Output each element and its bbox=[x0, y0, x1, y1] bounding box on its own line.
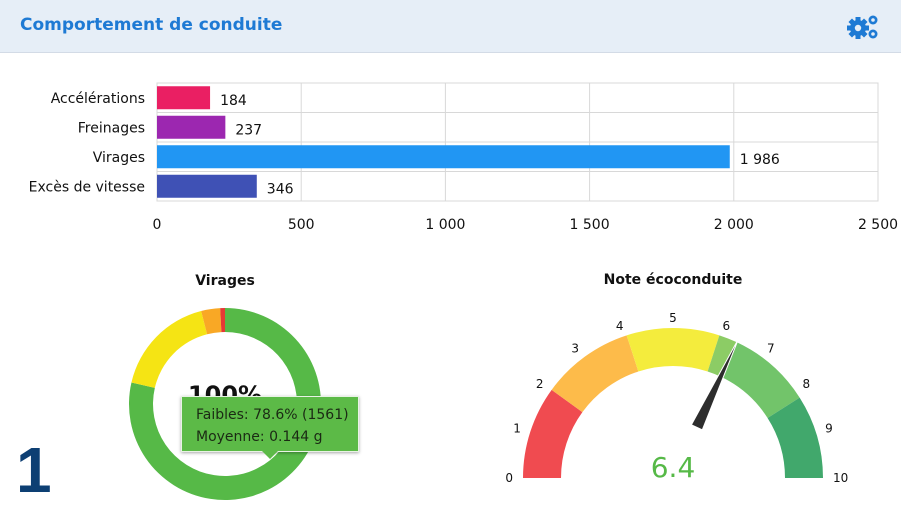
gauge-band bbox=[767, 397, 823, 478]
gauge-tick-label: 3 bbox=[571, 342, 579, 356]
x-tick-label: 1 000 bbox=[425, 217, 465, 233]
gauge-band bbox=[720, 342, 800, 418]
bar-value-label: 237 bbox=[235, 122, 262, 138]
gauge-value-label: 6.4 bbox=[651, 451, 696, 484]
x-tick-label: 1 500 bbox=[570, 217, 610, 233]
bar[interactable] bbox=[157, 86, 211, 110]
donut-slice[interactable] bbox=[131, 311, 208, 388]
category-label: Accélérations bbox=[51, 91, 145, 107]
gauge-tick-label: 5 bbox=[669, 311, 677, 325]
bar-value-label: 346 bbox=[267, 181, 294, 197]
gauge-band bbox=[551, 335, 639, 413]
tooltip-line-1: Faibles: 78.6% (1561) bbox=[196, 407, 349, 423]
gauge-tick-label: 7 bbox=[767, 342, 775, 356]
gauge-tick-label: 1 bbox=[513, 422, 521, 436]
gauge-chart: Note écoconduite 0 1 2 3 4 5 6 7 8 9 10 6.4 bbox=[505, 272, 848, 485]
donut-slice[interactable] bbox=[220, 308, 225, 333]
gauge-band bbox=[626, 328, 720, 372]
gauge-tick-label: 10 bbox=[833, 471, 848, 485]
gauge-band bbox=[523, 389, 583, 478]
x-tick-label: 0 bbox=[153, 217, 162, 233]
gauge-tick-label: 9 bbox=[825, 422, 833, 436]
gears-icon[interactable] bbox=[846, 12, 882, 42]
gauge-tick-label: 4 bbox=[616, 319, 624, 333]
x-tick-label: 2 500 bbox=[858, 217, 898, 233]
category-label: Freinages bbox=[78, 120, 145, 136]
gauge-band bbox=[707, 335, 737, 377]
gauge-tick-label: 0 bbox=[505, 471, 513, 485]
bar[interactable] bbox=[157, 174, 257, 198]
tooltip-line-2: Moyenne: 0.144 g bbox=[196, 429, 323, 445]
bar-value-label: 184 bbox=[220, 93, 247, 109]
gauge-tick-label: 2 bbox=[536, 377, 544, 391]
bar-value-label: 1 986 bbox=[740, 152, 780, 168]
bar-chart: 0 500 1 000 1 500 2 000 2 500 Accélérations 184… bbox=[29, 82, 898, 233]
gauge-needle bbox=[690, 338, 740, 431]
x-tick-label: 2 000 bbox=[714, 217, 754, 233]
category-label: Excès de vitesse bbox=[29, 179, 145, 195]
widget-index-number: 1 bbox=[16, 434, 52, 506]
donut-tooltip: Faibles: 78.6% (1561) Moyenne: 0.144 g bbox=[181, 396, 359, 459]
widget-title: Comportement de conduite bbox=[20, 15, 283, 35]
donut-title: Virages bbox=[195, 273, 255, 289]
gauge-title: Note écoconduite bbox=[604, 272, 743, 288]
gauge-tick-label: 6 bbox=[722, 319, 730, 333]
widget-header: Comportement de conduite bbox=[0, 0, 901, 53]
bar[interactable] bbox=[157, 145, 730, 169]
donut-slice[interactable] bbox=[201, 308, 222, 335]
x-tick-label: 500 bbox=[288, 217, 315, 233]
category-label: Virages bbox=[93, 150, 145, 166]
tooltip-arrow bbox=[262, 451, 278, 459]
gauge-tick-label: 8 bbox=[802, 377, 810, 391]
bar[interactable] bbox=[157, 115, 226, 139]
